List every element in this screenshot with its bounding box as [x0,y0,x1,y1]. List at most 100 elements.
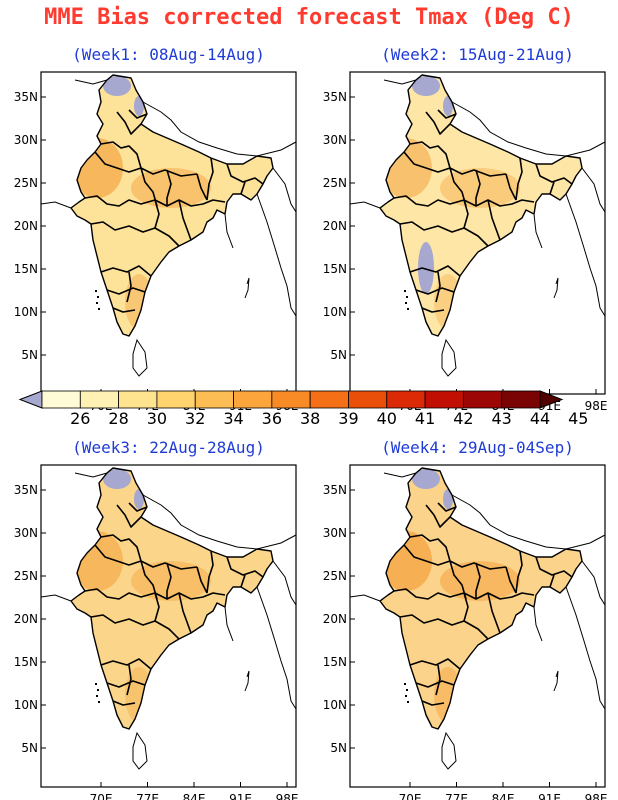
island-dot [97,296,99,298]
state-boundary [437,109,457,119]
x-tick-label: 77E [445,792,468,800]
state-boundary [178,592,192,634]
map-panels: (Week1: 08Aug-14Aug) 70E 77E 84E 91E 98E 35N 30… [14,45,608,800]
y-tick-label: 30N [323,526,347,540]
state-boundary [112,307,136,313]
coastline [40,594,72,602]
x-tick-label: 84E [492,792,515,800]
state-boundary [140,560,158,600]
panel-4-title: (Week4: 29Aug-04Sep) [381,438,574,457]
y-tick-label: 5N [21,741,38,755]
state-boundary [487,592,501,634]
state-boundary [505,173,517,201]
state-boundary [415,287,455,295]
coastline [383,74,423,85]
country-outline [70,74,274,337]
island-dot [404,290,406,292]
state-boundary [106,680,146,688]
colorbar-swatch [462,390,503,409]
state-boundary [475,562,481,599]
y-tick-label: 15N [14,655,38,669]
island-dot [405,302,407,304]
coastline [74,74,114,85]
colorbar-label: 26 [70,409,90,428]
state-boundary [112,700,136,706]
colorbar-swatch [309,390,349,409]
island-dot [97,689,99,691]
coastline [349,594,381,602]
state-boundary [240,181,246,195]
state-boundary [421,700,445,706]
map-panel-2: (Week2: 15Aug-21Aug)70E77E84E91E98E35N30… [323,45,608,413]
y-tick-label: 20N [323,219,347,233]
country-outline [379,467,583,730]
country-outline [379,74,583,337]
state-boundary [409,141,451,169]
y-tick-label: 5N [21,348,38,362]
y-tick-label: 25N [323,176,347,190]
map-panel-3: (Week3: 22Aug-28Aug) 70E 77E 84E 91E 98E 35N 30… [14,438,299,800]
state-boundary [425,111,451,135]
y-tick-label: 10N [323,698,347,712]
state-boundary [178,199,192,241]
colorbar-swatch [79,390,120,409]
x-tick-label: 91E [538,792,561,800]
coastline [272,167,297,213]
coastline [383,467,423,478]
state-boundary [126,664,132,696]
island-dot [407,701,409,703]
state-boundary [515,157,523,201]
coastline [565,193,606,317]
coastline [132,338,148,377]
map-geography [349,467,606,770]
state-boundary [226,163,264,185]
state-boundary [399,614,489,640]
coastline [40,201,72,209]
y-tick-label: 20N [14,219,38,233]
y-tick-label: 5N [330,348,347,362]
state-boundary [100,265,152,277]
state-boundary [226,556,264,578]
state-boundary [196,566,208,594]
colorbar-swatch [194,390,234,409]
state-boundary [140,167,158,207]
map-panel-4: (Week4: 29Aug-04Sep) 70E 77E 84E 91E 98E 35N 30… [323,438,608,800]
cold-region [412,469,453,509]
map-geography [40,74,297,377]
colorbar-swatch [41,390,81,409]
state-boundary [90,221,180,247]
state-boundary [415,680,455,688]
state-boundary [100,141,142,169]
island-dot [404,683,406,685]
state-boundary [90,614,180,640]
coastline [441,731,457,770]
coastline [451,494,606,550]
y-tick-label: 20N [323,612,347,626]
colorbar-low-arrow [18,390,43,409]
colorbar-label: 40 [377,409,397,428]
y-tick-label: 25N [14,176,38,190]
coastline [565,586,606,710]
y-tick-label: 25N [14,569,38,583]
colorbar-swatch [501,390,541,409]
island-dot [405,695,407,697]
colorbar-label: 41 [415,409,435,428]
y-tick-label: 20N [14,612,38,626]
state-boundary [126,271,132,303]
coastline [533,213,543,249]
coastline [142,494,297,550]
x-tick-label: 77E [136,792,159,800]
state-boundary [449,560,467,600]
island-dot [95,683,97,685]
colorbar-swatch [386,390,426,409]
colorbar-swatch [156,390,196,409]
y-tick-label: 30N [14,133,38,147]
coastline [349,201,381,209]
state-boundary [240,574,246,588]
state-boundary [549,574,555,588]
colorbar-label: 38 [300,409,320,428]
state-boundary [421,307,445,313]
island-chain [244,670,250,692]
coastline [142,101,297,157]
